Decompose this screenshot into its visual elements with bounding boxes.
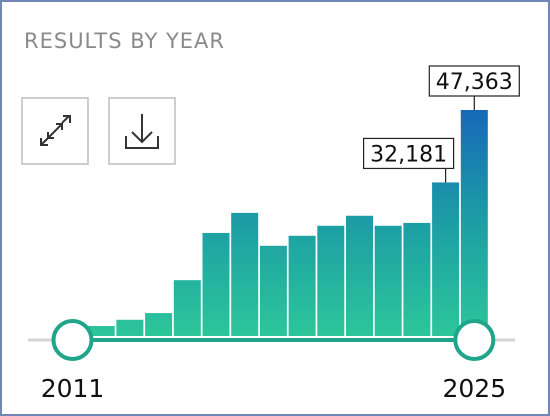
x-tick-label: 2011: [41, 374, 105, 403]
chart-title: RESULTS BY YEAR: [24, 29, 225, 53]
bar: [231, 212, 259, 336]
bar: [288, 235, 316, 336]
expand-button[interactable]: [21, 97, 89, 165]
value-label-box: [363, 137, 455, 170]
bar: [317, 225, 345, 336]
value-label: 47,363: [436, 70, 513, 95]
bar: [346, 215, 373, 336]
bar: [116, 319, 144, 336]
download-button[interactable]: [108, 97, 176, 165]
overlay: 32,181 47,363 2011 2025: [41, 65, 520, 403]
expand-icon: [40, 115, 71, 146]
bar: [87, 325, 115, 336]
x-tick-label: 2025: [442, 374, 506, 403]
slider-handle[interactable]: [453, 319, 496, 361]
bars: [59, 110, 488, 336]
value-label: 32,181: [370, 142, 447, 167]
bar: [202, 232, 230, 336]
slider-handle[interactable]: [51, 319, 94, 361]
bar: [403, 222, 431, 336]
bar: [374, 225, 402, 336]
bar: [173, 280, 201, 336]
value-label-box: [428, 65, 520, 97]
download-icon: [125, 114, 159, 149]
bar: [145, 313, 173, 336]
bar: [460, 110, 488, 336]
bar: [432, 182, 460, 336]
bar: [259, 245, 287, 336]
